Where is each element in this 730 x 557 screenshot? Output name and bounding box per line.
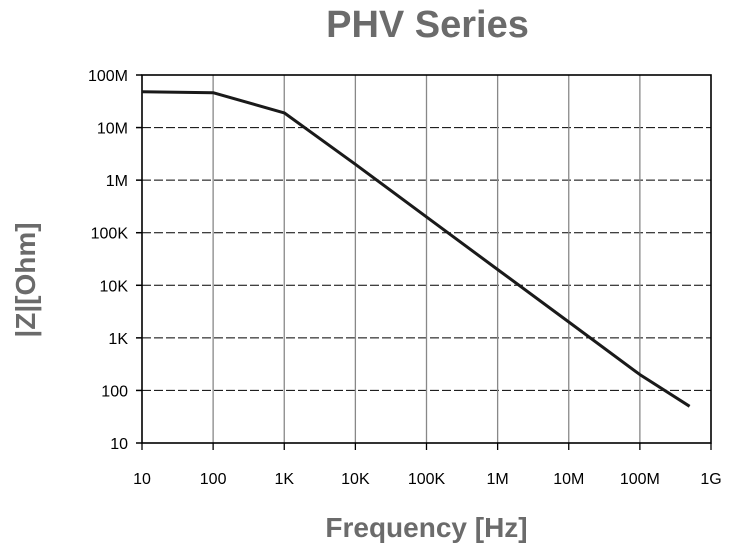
chart-title: PHV Series [326,4,529,46]
x-tick-label: 100 [200,471,227,488]
x-axis-label: Frequency [Hz] [325,512,528,543]
x-tick-label: 1K [274,471,294,488]
y-tick-label: 100M [88,68,128,85]
x-tick-label: 1M [487,471,509,488]
x-tick-label: 1G [700,471,721,488]
y-tick-label: 1M [106,173,128,190]
x-tick-label: 10M [553,471,584,488]
y-tick-label: 10 [110,436,128,453]
y-tick-label: 1K [108,331,128,348]
x-tick-label: 10K [341,471,370,488]
plot-frame [141,74,712,444]
y-tick-label: 100 [101,383,128,400]
impedance-line [141,90,691,408]
y-tick-label: 10K [100,278,129,295]
x-tick-label: 100M [620,471,660,488]
y-tick-label: 100K [91,226,129,243]
y-tick-label: 10M [97,121,128,138]
x-tick-label: 10 [133,471,151,488]
x-tick-label: 100K [408,471,446,488]
